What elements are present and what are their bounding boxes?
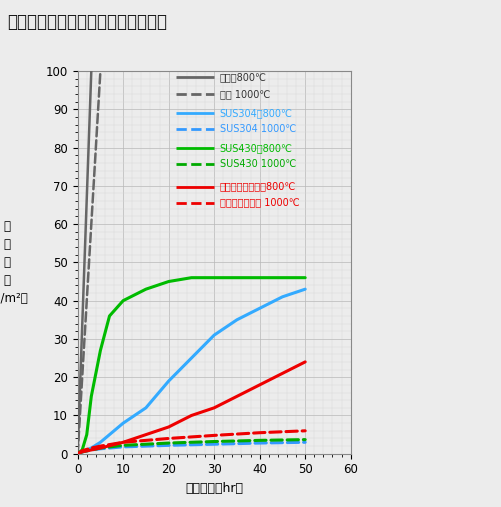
- Text: 大気中での加熱試験による酸化増量: 大気中での加熱試験による酸化増量: [8, 13, 167, 31]
- Text: 軟鋼　800℃: 軟鋼 800℃: [219, 71, 267, 82]
- Text: SUS304 1000℃: SUS304 1000℃: [219, 124, 296, 134]
- Text: 軟鋼 1000℃: 軟鋼 1000℃: [219, 89, 270, 99]
- Text: SUS430 1000℃: SUS430 1000℃: [219, 159, 296, 169]
- Text: アルミめっき鋼 1000℃: アルミめっき鋼 1000℃: [219, 198, 300, 208]
- Text: SUS430　800℃: SUS430 800℃: [219, 143, 293, 153]
- Y-axis label: 酸
化
増
量
（g/m²）: 酸 化 増 量 （g/m²）: [0, 220, 28, 305]
- Text: アルミめっき鋼　800℃: アルミめっき鋼 800℃: [219, 182, 296, 192]
- Text: SUS304　800℃: SUS304 800℃: [219, 108, 293, 118]
- X-axis label: 加熱時間（hr）: 加熱時間（hr）: [185, 482, 243, 495]
